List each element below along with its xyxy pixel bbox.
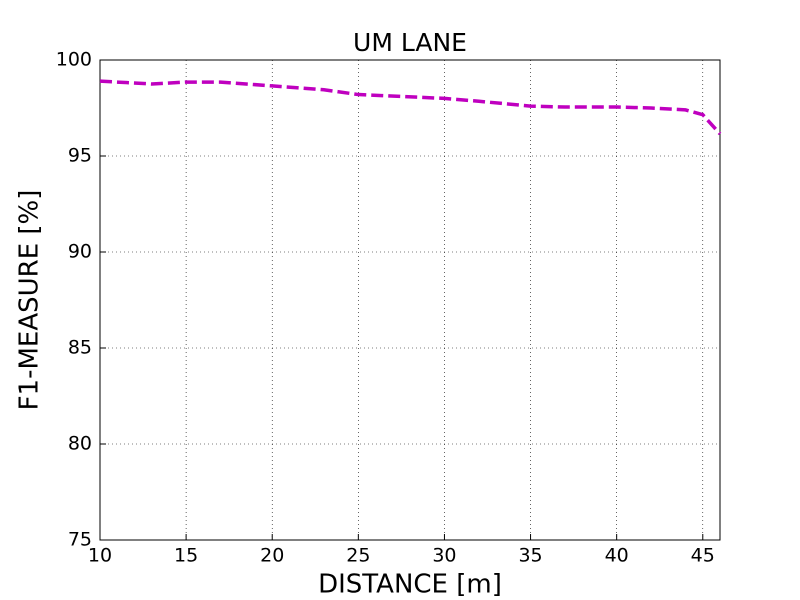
chart-title: UM LANE	[353, 28, 467, 57]
data-line	[99, 79, 722, 136]
y-tick-label: 80	[68, 433, 92, 455]
x-tick-label: 45	[691, 545, 715, 567]
y-axis-label: F1-MEASURE [%]	[15, 190, 45, 411]
x-tick-label: 35	[518, 545, 542, 567]
x-tick-label: 25	[346, 545, 370, 567]
x-tick-label: 10	[88, 545, 112, 567]
y-tick-label: 100	[56, 49, 92, 71]
y-tick-label: 95	[68, 145, 92, 167]
x-tick-label: 20	[260, 545, 284, 567]
y-tick-label: 90	[68, 241, 92, 263]
plot-frame	[99, 59, 721, 541]
x-tick-label: 30	[432, 545, 456, 567]
y-tick-label: 75	[68, 529, 92, 551]
x-tick-label: 15	[174, 545, 198, 567]
y-tick-label: 85	[68, 337, 92, 359]
x-tick-label: 40	[605, 545, 629, 567]
x-axis-label: DISTANCE [m]	[318, 570, 502, 600]
